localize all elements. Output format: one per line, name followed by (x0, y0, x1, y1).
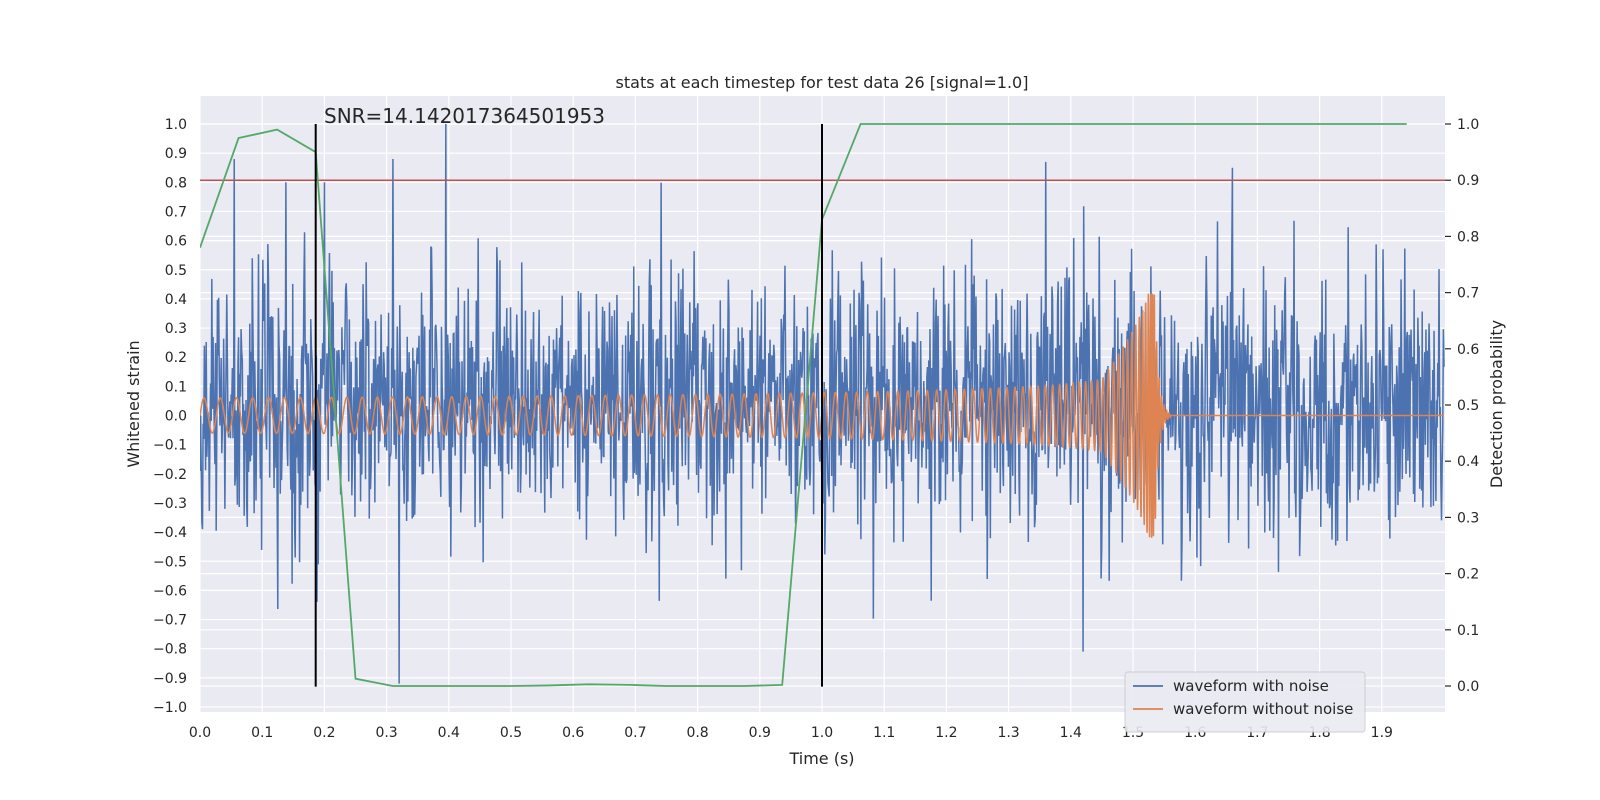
y2-tick-label: 0.8 (1457, 229, 1479, 245)
x-axis-label: Time (s) (788, 749, 854, 768)
plot-series (200, 123, 1445, 687)
y2-tick-label: 0.4 (1457, 454, 1479, 470)
y-tick-label: 1.0 (165, 117, 187, 133)
y-tick-label: −0.2 (153, 467, 187, 483)
x-axis-ticks: 0.0 0.1 0.2 0.3 0.4 0.5 0.6 0.7 0.8 0.9 1.0 1.1 1.2 1… (189, 725, 1393, 741)
x-tick-label: 1.0 (811, 725, 833, 741)
x-tick-label: 1.4 (1060, 725, 1082, 741)
x-tick-label: 1.3 (997, 725, 1019, 741)
y-tick-label: 0.2 (165, 350, 187, 366)
x-tick-label: 0.1 (251, 725, 273, 741)
y2-tick-label: 0.6 (1457, 342, 1479, 358)
x-tick-label: 1.9 (1371, 725, 1393, 741)
y-tick-label: −0.3 (153, 496, 187, 512)
x-tick-label: 1.1 (873, 725, 895, 741)
y2-tick-label: 0.0 (1457, 679, 1479, 695)
y2-tick-label: 0.9 (1457, 173, 1479, 189)
y2-tick-label: 0.7 (1457, 286, 1479, 302)
y-axis-label: Whitened strain (124, 340, 143, 467)
y2-axis-label: Detection probability (1487, 320, 1506, 488)
y-tick-label: 0.4 (165, 292, 187, 308)
x-tick-label: 0.8 (686, 725, 708, 741)
y2-tick-label: 0.3 (1457, 510, 1479, 526)
y-tick-label: −0.4 (153, 525, 187, 541)
y-axis-ticks: 1.0 0.9 0.8 0.7 0.6 0.5 0.4 0.3 0.2 0.1 0.0 −0.1 −0.… (153, 117, 187, 716)
y-tick-label: 0.6 (165, 234, 187, 250)
y2-tick-label: 0.1 (1457, 623, 1479, 639)
y-tick-label: 0.3 (165, 321, 187, 337)
x-tick-label: 1.2 (935, 725, 957, 741)
series-layer (200, 123, 1445, 687)
y2-tick-label: 1.0 (1457, 117, 1479, 133)
y-tick-label: 0.8 (165, 175, 187, 191)
y-tick-label: 0.0 (165, 409, 187, 425)
y-tick-label: 0.9 (165, 146, 187, 162)
x-tick-label: 0.9 (749, 725, 771, 741)
x-tick-label: 0.3 (375, 725, 397, 741)
series-waveform-without-noise (200, 293, 1444, 538)
x-tick-label: 0.7 (624, 725, 646, 741)
y2-tick-label: 0.5 (1457, 398, 1479, 414)
snr-annotation: SNR=14.142017364501953 (324, 104, 605, 128)
y-tick-label: 0.1 (165, 379, 187, 395)
x-tick-label: 0.6 (562, 725, 584, 741)
y-tick-label: −0.7 (153, 613, 187, 629)
y-tick-label: −0.5 (153, 554, 187, 570)
x-tick-label: 0.4 (438, 725, 460, 741)
x-tick-label: 0.5 (500, 725, 522, 741)
legend: waveform with noise waveform without nois… (1124, 671, 1366, 733)
chart-title: stats at each timestep for test data 26 … (616, 73, 1029, 92)
y-tick-label: 0.5 (165, 263, 187, 279)
y-tick-label: −0.9 (153, 671, 187, 687)
series-detection-probability (200, 123, 1407, 687)
legend-label: waveform without noise (1173, 700, 1353, 718)
x-tick-label: 0.2 (313, 725, 335, 741)
x-tick-label: 0.0 (189, 725, 211, 741)
y-tick-label: −0.1 (153, 438, 187, 454)
legend-box (1124, 671, 1366, 733)
y-tick-label: 0.7 (165, 204, 187, 220)
y-tick-label: −0.8 (153, 642, 187, 658)
y-tick-label: −1.0 (153, 700, 187, 716)
legend-label: waveform with noise (1173, 677, 1329, 695)
y2-tick-label: 0.2 (1457, 567, 1479, 583)
y-tick-label: −0.6 (153, 583, 187, 599)
y2-axis-ticks: 1.0 0.9 0.8 0.7 0.6 0.5 0.4 0.3 0.2 0.1 0.0 (1445, 117, 1479, 695)
